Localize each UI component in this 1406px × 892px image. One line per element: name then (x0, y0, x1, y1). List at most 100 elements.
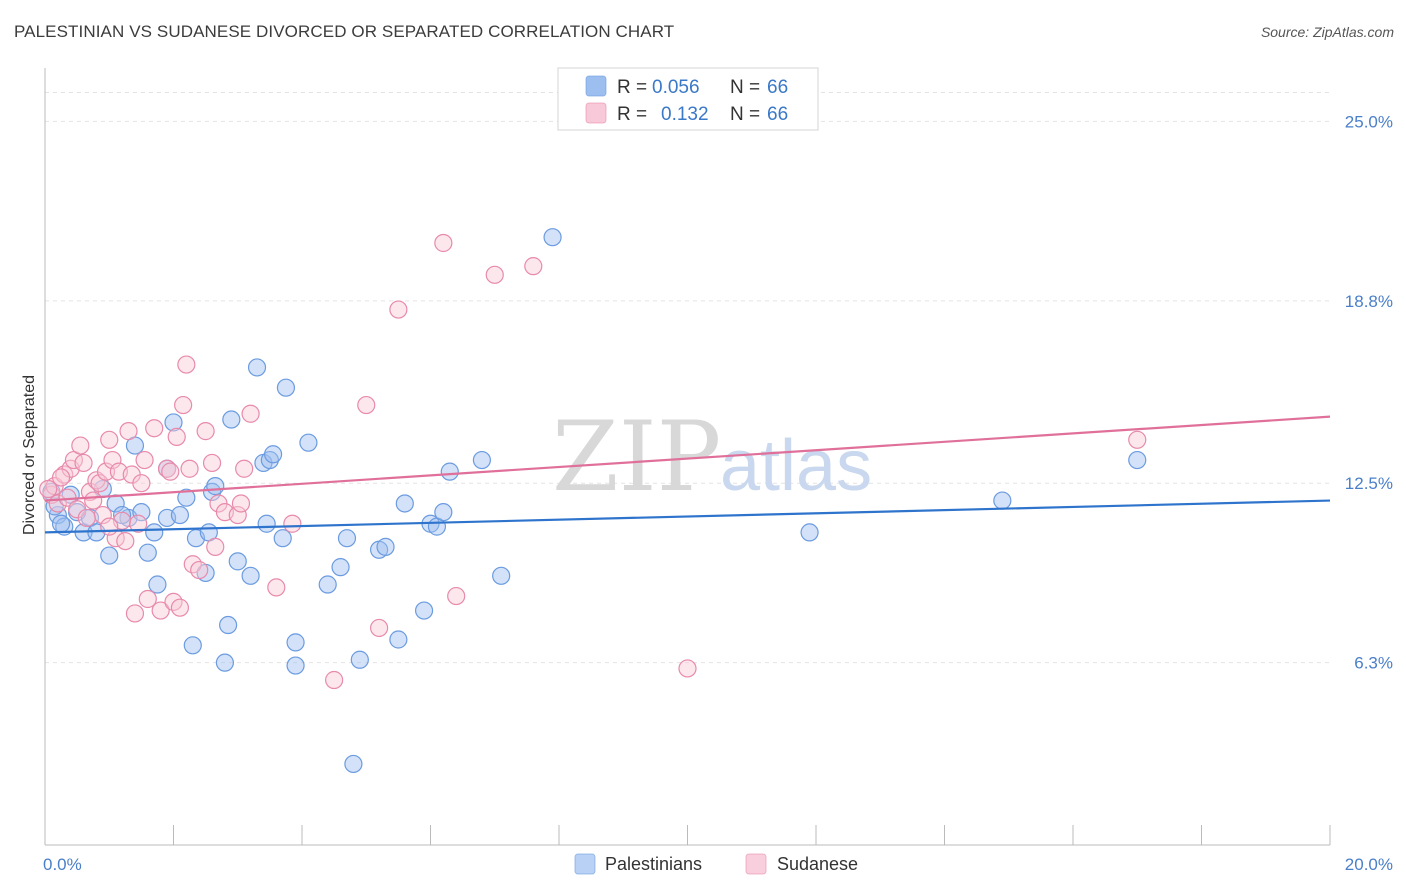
sudanese-point-14 (96, 462, 116, 481)
palestinians-point-39 (276, 378, 296, 397)
palestinians-point-40 (286, 656, 305, 675)
palestinians-point-15 (145, 523, 164, 542)
sudanese-point-9 (74, 453, 93, 473)
palestinians-point-51 (395, 494, 414, 513)
legend-bottom-label-sudanese: Sudanese (777, 854, 858, 874)
legend-r-value-1: 0.056 (652, 77, 700, 98)
sudanese-point-24 (132, 474, 151, 493)
palestinians-point-45 (337, 529, 357, 548)
palestinians-point-59 (543, 228, 562, 247)
sudanese-point-57 (678, 659, 697, 678)
axes (44, 68, 1331, 846)
palestinians-point-31 (228, 552, 247, 571)
palestinians-point-26 (202, 482, 222, 501)
sudanese-point-25 (135, 450, 154, 470)
palestinians-point-33 (247, 358, 267, 377)
palestinians-point-44 (331, 558, 350, 577)
palestinians-point-30 (222, 410, 241, 429)
sudanese-point-39 (202, 453, 222, 473)
palestinians-point-57 (472, 450, 491, 470)
x-tick-labels: 0.0% 20.0% (43, 855, 1393, 874)
sudanese-point-56 (524, 257, 543, 276)
y-tick-label-1: 12.5% (1345, 474, 1393, 493)
source-credit: Source: ZipAtlas.com (1260, 24, 1394, 40)
sudanese-point-32 (167, 427, 186, 446)
legend-r-label-1: R = (617, 77, 647, 98)
legend-swatch-sudanese (585, 102, 607, 124)
palestinians-point-19 (164, 413, 183, 432)
palestinians-point-32 (241, 566, 260, 585)
watermark-atlas: atlas (720, 426, 872, 506)
palestinians-point-29 (219, 615, 238, 635)
palestinians-point-20 (170, 505, 190, 525)
sudanese-point-51 (370, 618, 389, 638)
sudanese-point-47 (267, 578, 286, 597)
sudanese-point-65 (39, 479, 58, 499)
sudanese-point-29 (157, 459, 177, 478)
gridlines (45, 91, 1330, 664)
sudanese-point-12 (90, 474, 109, 493)
palestinians-point-42 (299, 433, 318, 452)
sudanese-point-49 (325, 670, 344, 690)
sudanese-point-54 (447, 586, 466, 606)
sudanese-point-58 (1128, 430, 1147, 449)
palestinians-point-43 (318, 575, 337, 594)
sudanese-point-38 (196, 422, 215, 441)
sudanese-point-20 (116, 531, 135, 551)
palestinians-point-62 (1128, 450, 1147, 470)
sudanese-point-52 (389, 300, 408, 319)
sudanese-point-26 (138, 589, 157, 609)
palestinians-point-22 (183, 636, 202, 655)
palestinians-point-14 (138, 543, 157, 562)
legend-swatch-palestinians (585, 75, 607, 97)
sudanese-point-21 (119, 422, 138, 441)
sudanese-point-64 (100, 517, 119, 536)
palestinians-point-65 (51, 514, 71, 533)
palestinians-trend-line (44, 499, 1331, 534)
palestinians-point-63 (45, 497, 64, 516)
sudanese-point-63 (84, 491, 103, 510)
watermark-zip: ZIP (552, 401, 721, 513)
sudanese-point-61 (129, 514, 148, 533)
sudanese-point-59 (51, 468, 71, 487)
legend-n-label-2: N = (730, 104, 760, 125)
palestinians-point-16 (148, 575, 167, 594)
sudanese-point-23 (125, 604, 145, 623)
legend-bottom: Palestinians Sudanese (574, 853, 858, 875)
palestinians-point-49 (376, 537, 395, 556)
sudanese-point-35 (177, 355, 196, 374)
sudanese-point-46 (241, 404, 260, 423)
y-tick-labels: 6.3% 12.5% 18.8% 25.0% (1345, 112, 1393, 672)
legend-n-value-1: 66 (767, 77, 788, 98)
legend-bottom-swatch-sudanese (745, 853, 767, 875)
chart-title: PALESTINIAN VS SUDANESE DIVORCED OR SEPA… (14, 22, 675, 41)
sudanese-point-33 (170, 598, 190, 617)
sudanese-point-44 (231, 494, 251, 513)
palestinians-point-9 (100, 546, 119, 565)
sudanese-point-40 (206, 537, 225, 556)
y-axis-label: Divorced or Separated (21, 375, 38, 535)
palestinians-point-52 (414, 601, 434, 620)
palestinians-point-56 (440, 462, 459, 481)
palestinians-point-64 (112, 505, 132, 525)
sudanese-point-30 (161, 462, 180, 481)
x-tick-label-0: 0.0% (43, 855, 82, 874)
legend-top: R = 0.056 N = 66 R = 0.132 N = 66 (557, 67, 819, 131)
x-tick-label-1: 20.0% (1345, 855, 1393, 874)
y-tick-label-0: 6.3% (1354, 654, 1393, 673)
sudanese-point-55 (485, 265, 504, 284)
legend-r-value-2: 0.132 (661, 104, 709, 125)
sudanese-point-53 (434, 233, 453, 253)
y-tick-label-3: 25.0% (1345, 112, 1393, 131)
palestinians-point-58 (492, 566, 511, 585)
palestinians-point-36 (260, 450, 279, 470)
palestinians-point-38 (273, 529, 292, 548)
palestinians-point-41 (286, 633, 305, 652)
sudanese-point-48 (283, 514, 302, 533)
sudanese-point-62 (180, 459, 199, 478)
palestinians-point-47 (350, 650, 369, 669)
palestinians-point-35 (257, 514, 276, 533)
legend-n-label-1: N = (730, 77, 760, 98)
y-tick-label-2: 18.8% (1345, 292, 1393, 311)
